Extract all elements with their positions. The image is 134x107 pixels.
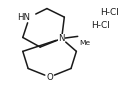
Text: N: N [58, 34, 65, 43]
Text: HN: HN [18, 13, 31, 22]
Text: O: O [46, 73, 53, 82]
Text: H-Cl: H-Cl [91, 21, 110, 30]
Text: H-Cl: H-Cl [100, 8, 119, 17]
Text: Me: Me [79, 40, 90, 46]
